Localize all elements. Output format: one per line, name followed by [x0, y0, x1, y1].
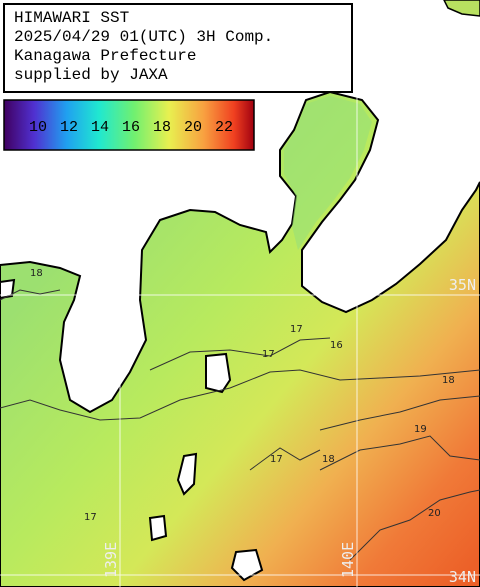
sea-patch — [443, 0, 480, 17]
islands — [0, 278, 264, 582]
contour-label: 20 — [428, 508, 441, 519]
colorbar-label: 10 — [29, 119, 47, 136]
tokyo-bay — [284, 96, 372, 250]
colorbar-label: 12 — [60, 119, 78, 136]
colorbar — [3, 99, 255, 151]
contour-label: 17 — [290, 324, 303, 335]
contour-label: 18 — [30, 268, 43, 279]
header-line: Kanagawa Prefecture — [14, 47, 196, 65]
lat-label: 35N — [449, 276, 476, 294]
colorbar-label: 14 — [91, 119, 109, 136]
contour-label: 17 — [270, 454, 283, 465]
contour-label: 19 — [414, 424, 427, 435]
colorbar-label: 16 — [122, 119, 140, 136]
header-line: supplied by JAXA — [14, 66, 168, 84]
header-box — [3, 3, 353, 93]
colorbar-label: 18 — [153, 119, 171, 136]
lon-label: 139E — [102, 542, 120, 578]
contour-label: 18 — [442, 375, 455, 386]
lon-label: 140E — [339, 542, 357, 578]
header-line: 2025/04/29 01(UTC) 3H Comp. — [14, 28, 273, 46]
colorbar-label: 22 — [215, 119, 233, 136]
contour-label: 16 — [330, 340, 343, 351]
contour-label: 18 — [322, 454, 335, 465]
lat-label: 34N — [449, 568, 476, 586]
contours — [0, 289, 480, 561]
header-line: HIMAWARI SST — [14, 9, 129, 27]
colorbar-label: 20 — [184, 119, 202, 136]
contour-label: 17 — [84, 512, 97, 523]
contour-label: 17 — [262, 349, 275, 360]
